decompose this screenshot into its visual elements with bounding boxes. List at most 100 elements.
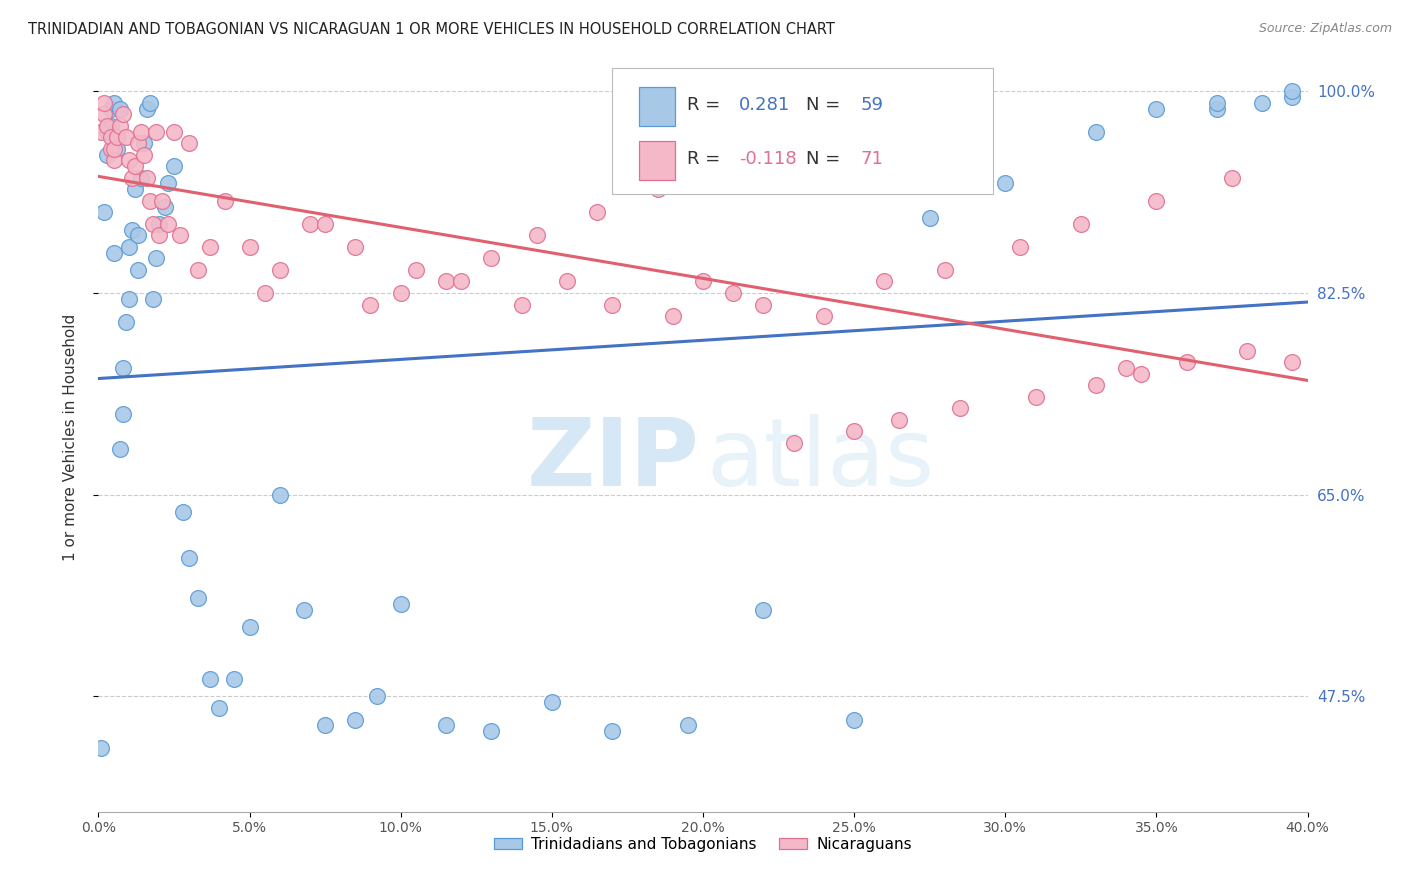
Point: [187, 591, 209, 606]
Bar: [638, 141, 675, 179]
Point: [111, 407, 134, 421]
Point: [139, 95, 162, 110]
Point: [124, 182, 146, 196]
Point: [389, 597, 412, 611]
Point: [145, 252, 167, 266]
FancyBboxPatch shape: [613, 68, 993, 194]
Y-axis label: 1 or more Vehicles in Household: 1 or more Vehicles in Household: [63, 313, 77, 561]
Text: R =: R =: [688, 150, 727, 168]
Point: [208, 701, 231, 715]
Point: [132, 147, 155, 161]
Point: [224, 672, 246, 686]
Point: [1281, 355, 1303, 369]
Point: [127, 136, 149, 150]
Point: [934, 263, 956, 277]
Point: [96, 147, 118, 161]
Text: 71: 71: [860, 150, 883, 168]
Point: [145, 125, 167, 139]
Point: [540, 695, 562, 709]
Text: N =: N =: [806, 150, 846, 168]
Point: [555, 275, 578, 289]
Point: [949, 401, 972, 416]
Text: 0.281: 0.281: [740, 96, 790, 114]
Text: -0.118: -0.118: [740, 150, 797, 168]
Point: [93, 205, 115, 219]
Point: [752, 603, 775, 617]
Point: [103, 142, 125, 156]
Point: [1010, 240, 1032, 254]
Point: [100, 102, 122, 116]
Point: [90, 125, 112, 139]
Text: Source: ZipAtlas.com: Source: ZipAtlas.com: [1258, 22, 1392, 36]
Point: [918, 211, 941, 225]
Point: [103, 245, 125, 260]
Legend: Trinidadians and Tobagonians, Nicaraguans: Trinidadians and Tobagonians, Nicaraguan…: [488, 830, 918, 858]
Point: [1085, 378, 1108, 392]
Point: [90, 741, 112, 756]
Text: atlas: atlas: [707, 414, 935, 506]
Point: [526, 228, 548, 243]
Point: [450, 275, 472, 289]
Point: [118, 292, 141, 306]
Bar: [638, 87, 675, 127]
Point: [111, 360, 134, 375]
Point: [844, 713, 866, 727]
Point: [1220, 170, 1243, 185]
Text: 59: 59: [860, 96, 883, 114]
Point: [389, 285, 412, 300]
Point: [602, 297, 624, 311]
Point: [200, 672, 222, 686]
Point: [100, 130, 122, 145]
Point: [1281, 84, 1303, 98]
Point: [292, 603, 315, 617]
Point: [156, 217, 179, 231]
Point: [103, 153, 125, 168]
Point: [148, 228, 170, 243]
Point: [118, 153, 141, 168]
Point: [103, 95, 125, 110]
Point: [187, 263, 209, 277]
Point: [676, 718, 699, 732]
Point: [481, 252, 503, 266]
Point: [586, 205, 609, 219]
Text: TRINIDADIAN AND TOBAGONIAN VS NICARAGUAN 1 OR MORE VEHICLES IN HOUSEHOLD CORRELA: TRINIDADIAN AND TOBAGONIAN VS NICARAGUAN…: [28, 22, 835, 37]
Point: [93, 95, 115, 110]
Point: [366, 690, 388, 704]
Point: [163, 125, 186, 139]
Text: ZIP: ZIP: [526, 414, 699, 506]
Point: [127, 228, 149, 243]
Point: [129, 125, 152, 139]
Point: [434, 718, 457, 732]
Point: [752, 297, 775, 311]
Point: [723, 285, 745, 300]
Point: [1144, 194, 1167, 208]
Point: [108, 102, 131, 116]
Point: [1115, 360, 1137, 375]
Point: [405, 263, 427, 277]
Point: [135, 102, 157, 116]
Point: [1175, 355, 1198, 369]
Point: [108, 119, 131, 133]
Point: [135, 170, 157, 185]
Point: [179, 551, 201, 566]
Point: [108, 442, 131, 456]
Point: [153, 200, 176, 214]
Point: [844, 425, 866, 439]
Point: [121, 222, 143, 236]
Point: [1236, 343, 1258, 358]
Point: [148, 217, 170, 231]
Point: [602, 724, 624, 739]
Point: [163, 159, 186, 173]
Point: [100, 142, 122, 156]
Point: [360, 297, 382, 311]
Point: [169, 228, 191, 243]
Point: [783, 435, 806, 450]
Point: [114, 130, 136, 145]
Point: [200, 240, 222, 254]
Point: [253, 285, 276, 300]
Point: [994, 177, 1017, 191]
Point: [1070, 217, 1092, 231]
Point: [510, 297, 533, 311]
Point: [124, 159, 146, 173]
Point: [1085, 125, 1108, 139]
